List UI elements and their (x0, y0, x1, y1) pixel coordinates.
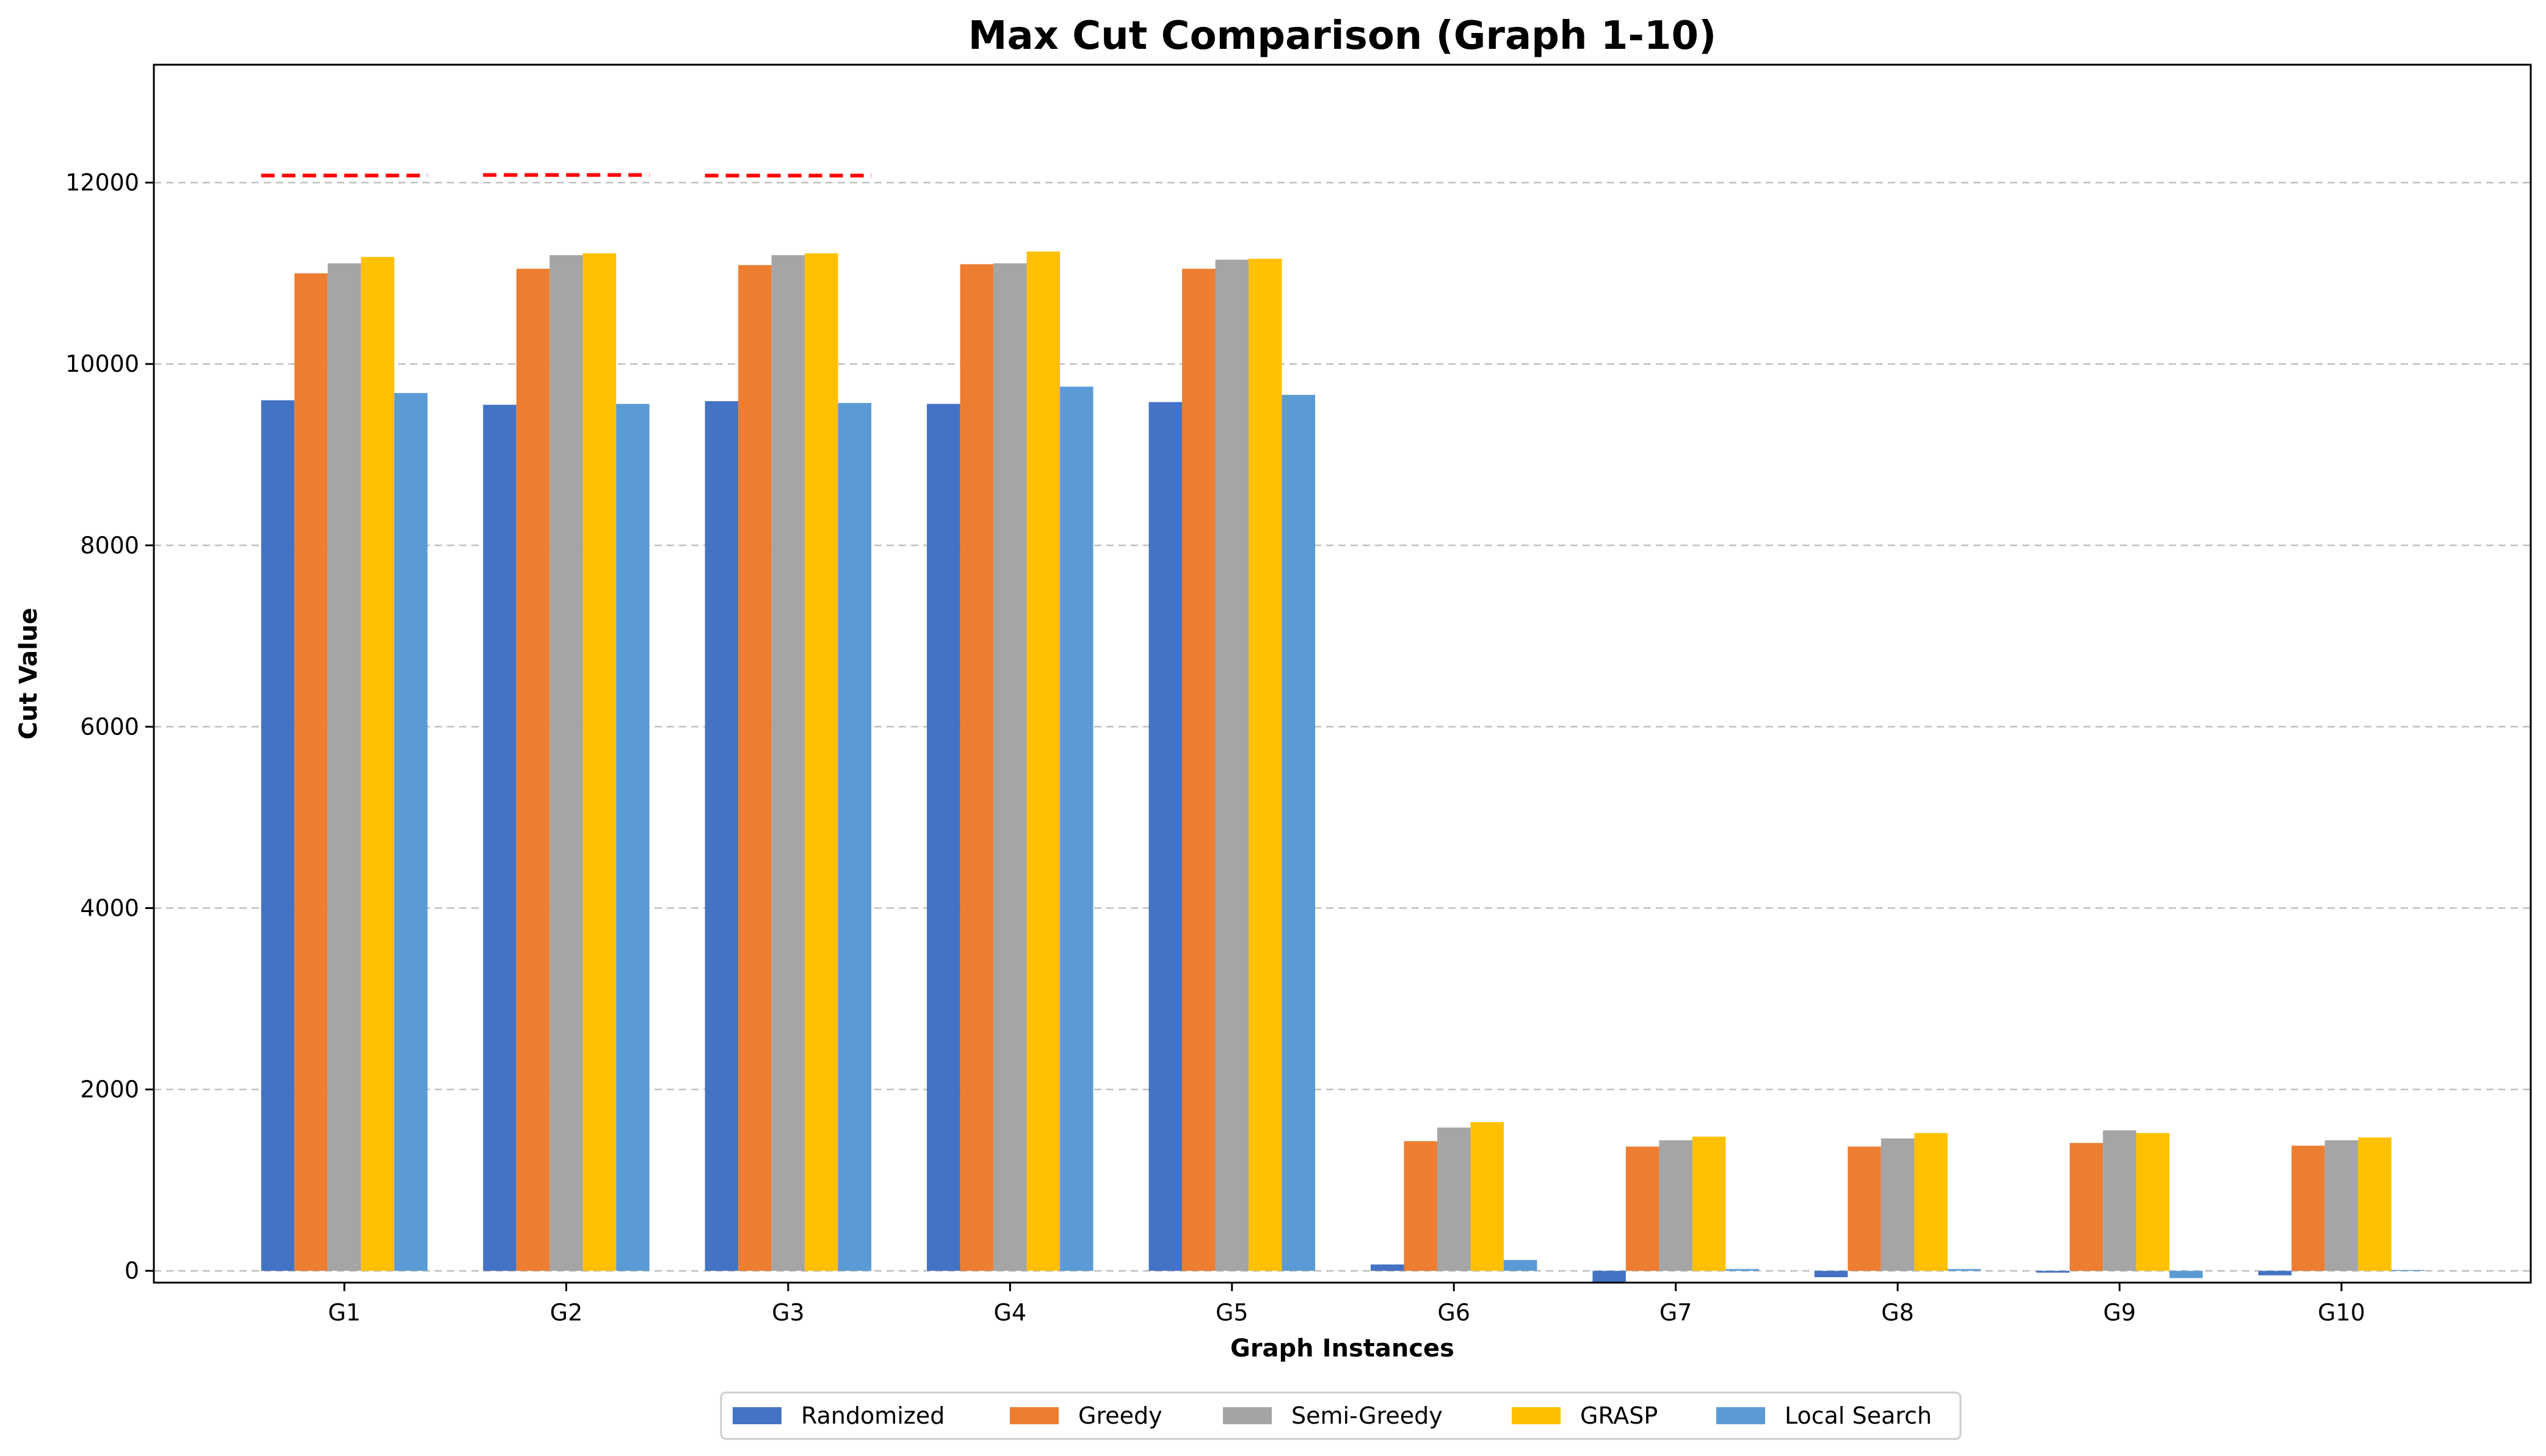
bar-local-search (1282, 394, 1316, 1271)
legend: Randomized Greedy Semi-Greedy GRASP Local Se… (720, 1391, 1962, 1440)
bar-randomized (1592, 1270, 1626, 1283)
reference-lines (261, 173, 872, 178)
legend-label-semi-greedy: Semi-Greedy (1291, 1402, 1443, 1429)
y-tick-label: 10000 (65, 350, 139, 377)
bar-randomized (2036, 1270, 2070, 1273)
legend-swatch-semi-greedy (1223, 1407, 1272, 1424)
legend-swatch-grasp (1512, 1407, 1561, 1424)
y-tick-label: 4000 (80, 894, 139, 921)
y-tick-label: 8000 (80, 532, 139, 559)
bar-greedy (738, 265, 772, 1271)
bar-randomized (1148, 402, 1183, 1271)
bar-semi-greedy (2103, 1130, 2136, 1271)
y-tick-label: 2000 (80, 1076, 139, 1103)
y-tick-label: 0 (125, 1258, 139, 1284)
bar-local-search (394, 393, 428, 1271)
bar-grasp (361, 256, 394, 1271)
bar-greedy (1404, 1141, 1437, 1271)
bar-grasp (1249, 258, 1282, 1271)
plot-frame (153, 63, 2532, 1284)
bar-semi-greedy (771, 255, 805, 1271)
bar-randomized (1370, 1264, 1404, 1271)
bar-semi-greedy (1880, 1138, 1915, 1271)
x-tick-label: G10 (2318, 1299, 2365, 1326)
bar-local-search (1947, 1269, 1981, 1271)
x-tick-label: G2 (550, 1299, 583, 1326)
bar-local-search (616, 404, 650, 1271)
bar-greedy (960, 264, 994, 1271)
y-tick-label: 12000 (65, 169, 139, 196)
bar-local-search (1503, 1259, 1537, 1271)
x-tick-label: G9 (2103, 1299, 2136, 1326)
legend-label-greedy: Greedy (1078, 1402, 1162, 1429)
bar-randomized (483, 405, 517, 1271)
bar-grasp (1692, 1136, 1726, 1271)
legend-label-local-search: Local Search (1785, 1402, 1932, 1429)
x-tick-label: G6 (1437, 1299, 1470, 1326)
legend-swatch-local-search (1716, 1407, 1765, 1424)
bar-grasp (1470, 1122, 1504, 1271)
bar-greedy (516, 269, 550, 1271)
bar-greedy (1182, 269, 1216, 1271)
bar-grasp (2136, 1132, 2170, 1271)
bar-semi-greedy (1437, 1127, 1471, 1271)
bar-local-search (1725, 1269, 1759, 1271)
x-axis-label: Graph Instances (1230, 1335, 1454, 1363)
bar-randomized (261, 400, 295, 1271)
legend-label-randomized: Randomized (801, 1402, 945, 1429)
bar-grasp (1914, 1132, 1948, 1271)
y-axis-label: Cut Value (15, 608, 43, 740)
bar-local-search (1060, 386, 1093, 1271)
bar-randomized (2258, 1270, 2292, 1276)
x-tick-label: G8 (1881, 1299, 1914, 1326)
bar-greedy (2069, 1143, 2103, 1271)
bar-semi-greedy (1659, 1140, 1692, 1271)
bar-semi-greedy (549, 255, 583, 1271)
bar-semi-greedy (993, 263, 1027, 1271)
bar-semi-greedy (2324, 1140, 2359, 1271)
x-tick-label: G4 (994, 1299, 1027, 1326)
bar-grasp (805, 253, 838, 1271)
bars (261, 252, 2425, 1283)
legend-box (720, 1391, 1962, 1440)
bar-greedy (2291, 1145, 2325, 1271)
legend-label-grasp: GRASP (1580, 1402, 1658, 1429)
bar-greedy (1848, 1146, 1881, 1271)
bar-semi-greedy (1215, 259, 1249, 1271)
y-tick-label: 6000 (80, 713, 139, 740)
x-tick-label: G7 (1659, 1299, 1692, 1326)
bar-grasp (1026, 252, 1061, 1271)
legend-swatch-randomized (733, 1407, 782, 1424)
x-tick-label: G5 (1216, 1299, 1249, 1326)
bar-grasp (582, 253, 617, 1271)
axis-ticks: 0 2000 4000 6000 8000 10000 12000 G1 G2 G3 G4 G5 G6 G… (65, 169, 2365, 1326)
bar-greedy (294, 273, 328, 1271)
chart-title: Max Cut Comparison (Graph 1-10) (968, 13, 1716, 59)
bar-greedy (1625, 1146, 1659, 1271)
x-tick-label: G3 (772, 1299, 805, 1326)
bar-randomized (705, 401, 739, 1271)
legend-swatch-greedy (1010, 1407, 1059, 1424)
bar-randomized (1814, 1270, 1848, 1278)
x-tick-label: G1 (328, 1299, 361, 1326)
bar-local-search (838, 403, 872, 1271)
bar-grasp (2358, 1137, 2392, 1271)
bar-randomized (927, 404, 960, 1271)
bar-local-search (2169, 1270, 2203, 1278)
bar-semi-greedy (327, 263, 361, 1271)
